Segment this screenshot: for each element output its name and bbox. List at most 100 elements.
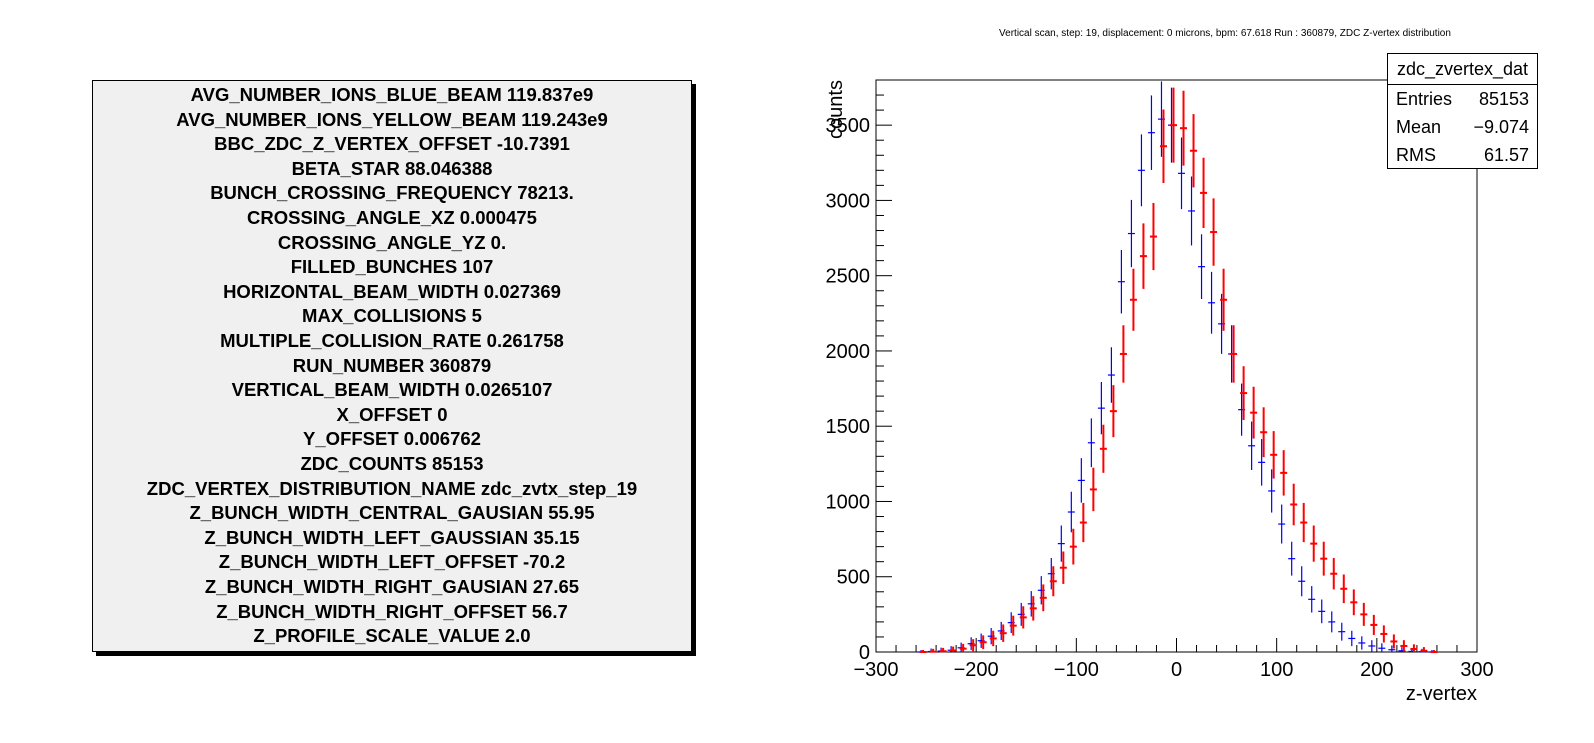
y-tick-label: 3000 xyxy=(826,190,871,212)
blue-data-point xyxy=(1298,566,1306,597)
red-data-point xyxy=(1039,584,1047,612)
x-tick-label: 300 xyxy=(1460,659,1493,681)
blue-data-point xyxy=(1368,640,1376,652)
red-data-point xyxy=(1069,528,1077,565)
red-data-point xyxy=(949,646,957,652)
parameter-line: Z_BUNCH_WIDTH_LEFT_OFFSET -70.2 xyxy=(218,551,566,573)
blue-data-point xyxy=(1248,421,1256,470)
parameter-line: Y_OFFSET 0.006762 xyxy=(303,428,481,450)
red-data-point xyxy=(1190,114,1198,188)
red-data-point xyxy=(959,643,967,652)
blue-data-point xyxy=(1278,504,1286,544)
x-tick-label: −100 xyxy=(1054,659,1099,681)
red-data-point xyxy=(939,647,947,653)
stats-label-rms: RMS xyxy=(1396,145,1436,165)
parameter-line: Z_BUNCH_WIDTH_LEFT_GAUSSIAN 35.15 xyxy=(204,526,580,548)
parameter-line: BETA_STAR 88.046388 xyxy=(291,157,493,179)
red-data-point xyxy=(1310,525,1318,562)
parameter-line: Z_BUNCH_WIDTH_RIGHT_GAUSIAN 27.65 xyxy=(204,575,580,597)
red-data-point xyxy=(919,650,927,653)
blue-data-point xyxy=(1117,249,1125,314)
red-data-point xyxy=(1360,602,1368,626)
blue-data-point xyxy=(1308,586,1316,613)
y-tick-label: 2500 xyxy=(826,266,871,288)
blue-data-point xyxy=(1208,271,1216,334)
y-tick-label: 3500 xyxy=(826,115,871,137)
red-data-point xyxy=(1139,223,1147,289)
y-axis-label: counts xyxy=(825,80,847,139)
red-data-point xyxy=(1089,467,1097,512)
blue-data-point xyxy=(1077,458,1085,503)
stats-title: zdc_zvertex_dat xyxy=(1388,54,1537,85)
x-tick-label: −300 xyxy=(853,659,898,681)
red-data-point xyxy=(989,630,997,647)
red-data-point xyxy=(1059,551,1067,584)
parameter-line: BUNCH_CROSSING_FREQUENCY 78213. xyxy=(210,182,574,204)
blue-data-point xyxy=(1137,134,1145,207)
parameter-line: MULTIPLE_COLLISION_RATE 0.261758 xyxy=(220,329,564,351)
blue-data-point xyxy=(1147,95,1155,170)
red-data-point xyxy=(1169,87,1177,163)
red-data-point xyxy=(1029,596,1037,621)
red-data-point xyxy=(1129,268,1137,331)
stats-box: zdc_zvertex_dat Entries 85153 Mean −9.07… xyxy=(1387,53,1538,169)
stats-label-mean: Mean xyxy=(1396,117,1442,137)
blue-data-point xyxy=(1188,176,1196,246)
red-data-point xyxy=(1230,325,1238,383)
x-tick-label: −200 xyxy=(954,659,999,681)
x-axis-label: z-vertex xyxy=(1406,683,1477,705)
blue-data-point xyxy=(1328,611,1336,633)
parameter-line: ZDC_COUNTS 85153 xyxy=(300,452,484,474)
parameter-line: CROSSING_ANGLE_YZ 0. xyxy=(277,231,507,253)
stats-row-rms: RMS 61.57 xyxy=(1388,141,1537,169)
red-data-point xyxy=(1119,325,1127,383)
x-tick-label: 200 xyxy=(1360,659,1393,681)
red-data-point xyxy=(1320,541,1328,576)
x-tick-label: 100 xyxy=(1260,659,1293,681)
parameter-line: AVG_NUMBER_IONS_BLUE_BEAM 119.837e9 xyxy=(190,84,594,106)
red-data-point xyxy=(1430,650,1438,653)
blue-data-point xyxy=(1198,234,1206,300)
y-tick-label: 500 xyxy=(837,567,870,589)
blue-data-point xyxy=(1258,439,1266,486)
red-data-point xyxy=(929,648,937,653)
blue-data-point xyxy=(1378,643,1386,652)
red-data-point xyxy=(1290,483,1298,526)
stats-row-entries: Entries 85153 xyxy=(1388,85,1537,113)
blue-data-point xyxy=(1348,630,1356,647)
stats-value-mean: −9.074 xyxy=(1473,117,1529,137)
red-data-point xyxy=(1420,647,1428,652)
red-data-point xyxy=(1180,90,1188,166)
red-data-point xyxy=(1330,558,1338,590)
parameter-line: RUN_NUMBER 360879 xyxy=(292,354,492,376)
plot-title: Vertical scan, step: 19, displacement: 0… xyxy=(999,28,1451,39)
red-data-point xyxy=(1099,424,1107,473)
parameter-line: BBC_ZDC_Z_VERTEX_OFFSET -10.7391 xyxy=(214,133,570,155)
red-data-point xyxy=(1240,366,1248,420)
blue-data-point xyxy=(1127,199,1135,268)
red-data-point xyxy=(1350,589,1358,616)
blue-data-point xyxy=(1087,418,1095,468)
red-data-point xyxy=(1250,386,1258,439)
x-tick-label: 0 xyxy=(1171,659,1182,681)
blue-data-point xyxy=(1057,525,1065,562)
red-data-point xyxy=(1270,431,1278,479)
red-data-point xyxy=(1200,157,1208,229)
stats-value-entries: 85153 xyxy=(1478,89,1529,109)
red-data-point xyxy=(1220,268,1228,331)
red-data-point xyxy=(1390,634,1398,649)
red-data-point xyxy=(1079,502,1087,543)
red-data-point xyxy=(979,635,987,650)
parameter-line: X_OFFSET 0 xyxy=(336,403,448,425)
blue-data-point xyxy=(1338,622,1346,641)
red-data-point xyxy=(1049,566,1057,597)
stats-row-mean: Mean −9.074 xyxy=(1388,113,1537,141)
red-data-point xyxy=(1380,625,1388,643)
stats-value-rms: 61.57 xyxy=(1483,145,1529,165)
red-data-point xyxy=(1109,385,1117,438)
y-tick-label: 1000 xyxy=(826,491,871,513)
parameter-line: Z_BUNCH_WIDTH_CENTRAL_GAUSIAN 55.95 xyxy=(189,502,595,524)
red-data-point xyxy=(1400,640,1408,652)
parameter-line: VERTICAL_BEAM_WIDTH 0.0265107 xyxy=(231,379,553,401)
